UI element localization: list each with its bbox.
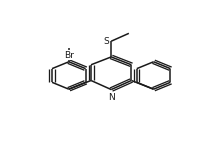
Text: S: S xyxy=(103,37,109,46)
Text: N: N xyxy=(108,93,115,102)
Text: Br: Br xyxy=(64,51,74,60)
